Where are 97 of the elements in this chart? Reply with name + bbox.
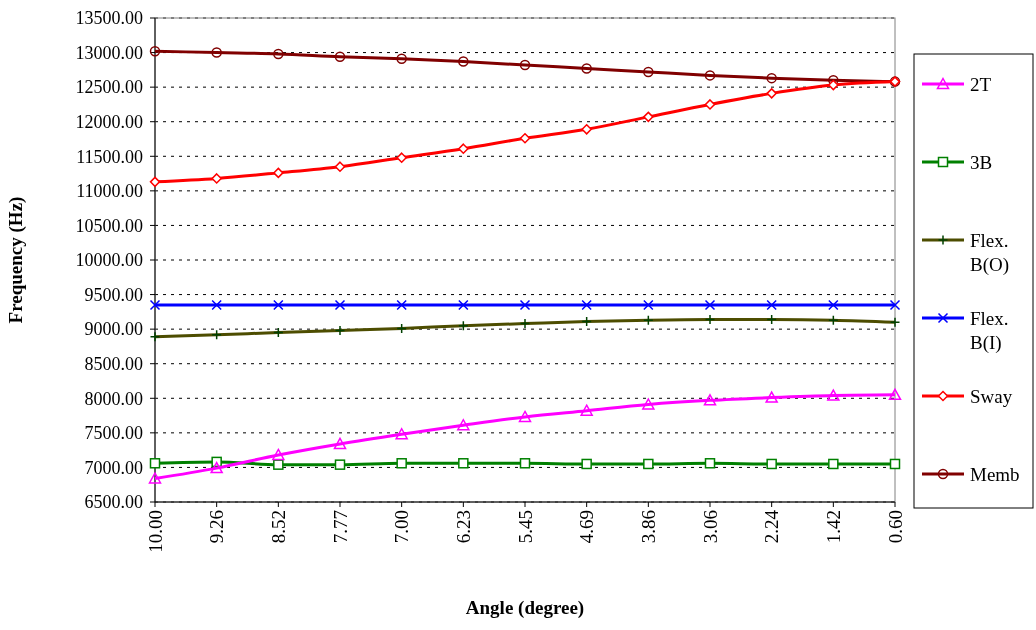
x-tick-label: 3.06: [699, 510, 721, 544]
point: [272, 448, 285, 461]
legend-label: 2T: [970, 73, 992, 95]
point: [458, 458, 469, 469]
point: [395, 427, 408, 440]
point: [888, 388, 902, 401]
y-tick-label: 7500.00: [84, 423, 143, 444]
point: [149, 299, 161, 311]
point: [396, 458, 407, 469]
point: [827, 389, 840, 401]
point: [766, 72, 777, 84]
point: [643, 299, 654, 311]
y-tick-label: 8000.00: [84, 388, 143, 409]
point: [210, 461, 223, 474]
point: [581, 299, 592, 311]
y-tick-label: 7000.00: [84, 457, 143, 478]
point: [149, 45, 161, 57]
point: [704, 299, 716, 311]
x-tick-label: 2.24: [761, 509, 783, 544]
y-tick-label: 12500.00: [75, 77, 143, 98]
point: [273, 167, 284, 179]
point: [519, 133, 531, 144]
y-tick-label: 6500.00: [84, 492, 143, 513]
legend-label: Sway: [970, 385, 1013, 407]
point: [828, 299, 839, 311]
x-tick-label: 1.42: [822, 510, 844, 544]
point: [581, 63, 592, 74]
point: [704, 99, 716, 110]
point: [518, 410, 532, 423]
legend-label: 3B: [970, 151, 993, 173]
point: [273, 48, 284, 60]
point: [765, 391, 778, 403]
point: [334, 161, 346, 172]
x-tick-label: 3.86: [637, 510, 659, 544]
legend-label: Flex. B(O): [970, 229, 1010, 277]
point: [458, 299, 469, 311]
point: [333, 437, 347, 450]
point: [828, 79, 839, 91]
y-tick-label: 13000.00: [75, 42, 143, 63]
x-tick-label: 8.52: [267, 510, 289, 544]
point: [766, 299, 777, 311]
point: [458, 143, 469, 154]
point: [519, 299, 531, 311]
point: [149, 176, 161, 188]
y-tick-label: 9000.00: [84, 319, 143, 340]
point: [766, 88, 777, 99]
point: [580, 404, 593, 416]
point: [211, 173, 222, 184]
point: [581, 124, 592, 135]
x-axis-title: Angle (degree): [465, 597, 585, 619]
y-tick-label: 11000.00: [76, 181, 143, 202]
y-axis-title: Frequency (Hz): [5, 196, 27, 324]
legend-label: Flex. B(I): [970, 307, 1009, 355]
x-tick-label: 7.77: [329, 510, 351, 544]
y-tick-label: 12000.00: [75, 112, 143, 133]
point: [581, 458, 592, 470]
x-tick-label: 4.69: [576, 510, 598, 544]
point: [642, 398, 655, 410]
x-tick-label: 5.45: [514, 510, 536, 544]
y-tick-label: 10000.00: [75, 250, 143, 271]
point: [273, 299, 284, 311]
point: [828, 458, 839, 470]
point: [643, 111, 654, 123]
point: [703, 394, 717, 406]
point: [889, 458, 901, 470]
x-tick-label: 6.23: [452, 510, 474, 544]
y-tick-label: 13500.00: [75, 8, 143, 29]
point: [766, 458, 777, 470]
point: [396, 299, 407, 311]
x-tick-label: 10.00: [144, 510, 166, 553]
y-tick-label: 8500.00: [84, 354, 143, 375]
point: [211, 299, 222, 311]
x-tick-label: 7.00: [391, 510, 413, 544]
point: [148, 472, 162, 484]
point: [396, 152, 407, 163]
point: [334, 299, 346, 311]
point: [704, 70, 716, 81]
point: [643, 66, 654, 78]
y-tick-label: 9500.00: [84, 284, 143, 305]
x-tick-label: 9.26: [206, 510, 228, 544]
legend-label: Memb: [970, 463, 1020, 485]
y-tick-label: 10500.00: [75, 215, 143, 236]
point: [334, 459, 346, 470]
point: [273, 459, 284, 470]
point: [149, 458, 161, 469]
point: [396, 53, 407, 65]
point: [519, 458, 531, 469]
point: [889, 299, 901, 311]
point: [211, 47, 222, 58]
point: [704, 458, 716, 469]
point: [457, 419, 470, 431]
x-tick-label: 0.60: [884, 510, 906, 544]
point: [519, 59, 531, 71]
y-tick-label: 11500.00: [76, 146, 143, 167]
point: [334, 51, 346, 62]
point: [458, 56, 469, 67]
point: [643, 458, 654, 470]
